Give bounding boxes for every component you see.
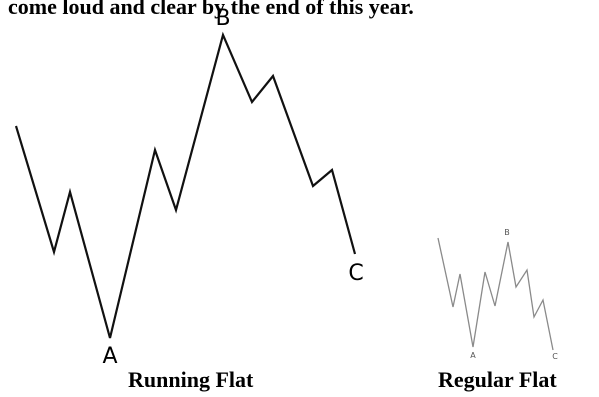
- running-flat-label-a: A: [102, 344, 117, 369]
- regular-flat-diagram: A B C: [437, 228, 558, 361]
- running-flat-label-c: C: [348, 261, 363, 286]
- running-flat-diagram: A B C: [14, 6, 364, 369]
- regular-flat-label-c: C: [552, 352, 558, 361]
- header-text: come loud and clear by the end of this y…: [8, 0, 414, 19]
- running-flat-wave-line: [14, 31, 357, 339]
- running-flat-caption: Running Flat: [128, 367, 254, 392]
- regular-flat-label-b: B: [504, 228, 510, 237]
- running-flat-label-b: B: [215, 6, 230, 31]
- regular-flat-wave-line: [437, 237, 554, 351]
- regular-flat-label-a: A: [470, 351, 476, 360]
- regular-flat-caption: Regular Flat: [438, 367, 557, 392]
